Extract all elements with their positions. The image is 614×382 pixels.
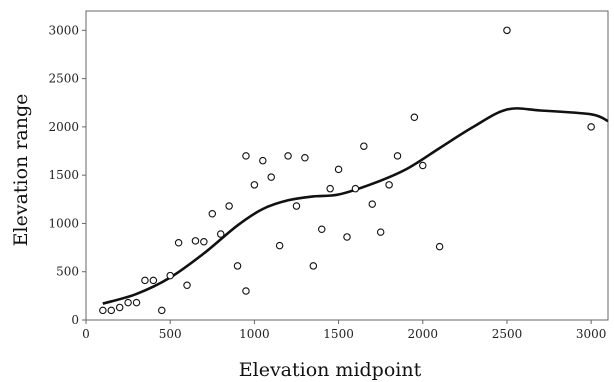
data-point	[259, 156, 267, 165]
x-tick-label: 2500	[492, 327, 523, 341]
x-axis-title: Elevation midpoint	[239, 359, 422, 381]
data-point	[242, 287, 250, 295]
data-point	[376, 228, 385, 236]
data-point	[183, 281, 191, 289]
data-point	[385, 181, 393, 189]
data-point	[141, 276, 149, 285]
data-point	[174, 239, 183, 247]
data-point	[250, 181, 259, 189]
data-points-layer	[99, 26, 595, 315]
data-point	[107, 306, 116, 315]
data-point	[284, 152, 292, 160]
data-point	[158, 306, 166, 315]
data-point	[191, 237, 200, 245]
y-tick-label: 3000	[48, 23, 79, 37]
x-tick-label: 500	[159, 327, 182, 341]
data-point	[132, 298, 141, 307]
data-point	[292, 202, 301, 210]
data-point	[208, 210, 217, 218]
data-point	[351, 184, 360, 193]
data-point	[267, 173, 275, 181]
y-tick-label: 1500	[48, 168, 79, 182]
data-point	[343, 233, 351, 241]
y-axis: 0 500 1000 1500 2000 2500 3000	[48, 23, 86, 327]
y-tick-label: 2500	[48, 72, 79, 86]
data-point	[410, 113, 419, 121]
data-point	[149, 276, 158, 285]
data-point	[435, 242, 444, 251]
data-point	[242, 152, 250, 160]
data-point	[99, 306, 107, 315]
data-point	[124, 298, 132, 307]
x-tick-label: 3000	[576, 327, 607, 341]
data-point	[275, 241, 284, 250]
data-point	[115, 303, 124, 312]
data-point	[301, 154, 309, 162]
data-point	[393, 152, 402, 160]
data-point	[216, 230, 225, 238]
x-axis: 0 500 1000 1500 2000 2500 3000	[82, 320, 606, 341]
x-tick-label: 0	[82, 327, 90, 341]
data-point	[368, 200, 377, 208]
data-point	[360, 142, 368, 150]
y-axis-title: Elevation range	[10, 94, 32, 247]
x-tick-label: 1500	[323, 327, 354, 341]
data-point	[587, 123, 595, 131]
fit-line-layer	[102, 107, 609, 305]
y-tick-label: 2000	[48, 120, 79, 134]
y-tick-label: 1000	[48, 216, 79, 230]
data-point	[225, 202, 233, 210]
y-tick-label: 0	[71, 313, 79, 327]
fit-line	[102, 107, 609, 305]
data-point	[233, 262, 242, 270]
plot-frame	[85, 10, 609, 321]
data-point	[317, 225, 326, 233]
data-point	[419, 161, 427, 170]
x-tick-label: 1000	[239, 327, 270, 341]
data-point	[326, 184, 334, 193]
data-point	[200, 238, 208, 246]
x-tick-label: 2000	[408, 327, 439, 341]
data-point	[334, 165, 343, 174]
y-tick-label: 500	[56, 265, 79, 279]
data-point	[166, 271, 174, 280]
data-point	[309, 262, 318, 270]
data-point	[503, 26, 511, 35]
